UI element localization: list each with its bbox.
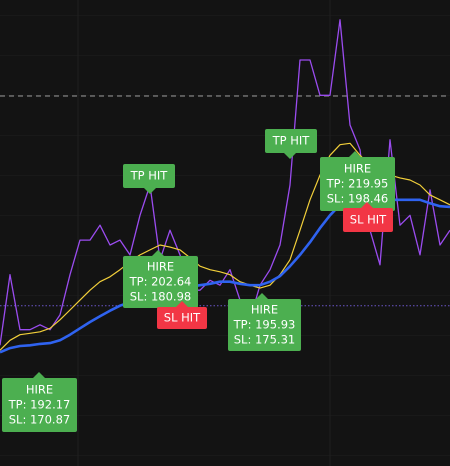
annotation-arrow <box>176 301 188 307</box>
annotation-text: TP: 195.93 <box>233 318 296 332</box>
annotation-box <box>157 307 207 329</box>
annotation-text: HIRE <box>251 303 278 317</box>
annotation-text: SL: 180.98 <box>130 290 191 304</box>
annotation-text: SL: 170.87 <box>9 413 70 427</box>
annotation-arrow <box>361 202 373 208</box>
annotation-arrow <box>152 250 164 256</box>
annotation-text: HIRE <box>344 162 371 176</box>
annotation-arrow <box>33 372 45 378</box>
annotation-box <box>228 299 301 351</box>
annotation-arrow <box>284 153 296 159</box>
annotation-arrow <box>349 151 361 157</box>
annotation-box <box>265 129 317 153</box>
series-line <box>0 19 450 346</box>
annotation-text: SL: 198.46 <box>327 192 388 206</box>
annotation-text: SL HIT <box>350 213 387 227</box>
annotation-text: HIRE <box>147 260 174 274</box>
annotation-text: SL: 175.31 <box>234 333 295 347</box>
annotation-box <box>320 157 395 211</box>
annotation-text: HIRE <box>26 383 53 397</box>
annotation-text: TP HIT <box>130 169 169 183</box>
annotation-text: TP: 192.17 <box>8 398 71 412</box>
annotation-arrow <box>144 188 156 194</box>
annotation-box <box>123 256 198 308</box>
annotation-text: TP HIT <box>272 134 311 148</box>
annotation-arrow <box>256 293 268 299</box>
annotation-box <box>123 164 175 188</box>
annotation-text: TP: 219.95 <box>326 177 389 191</box>
annotation-text: TP: 202.64 <box>129 275 192 289</box>
annotation-box <box>2 378 77 432</box>
annotation-text: SL HIT <box>164 311 201 325</box>
annotation-box <box>343 208 393 232</box>
